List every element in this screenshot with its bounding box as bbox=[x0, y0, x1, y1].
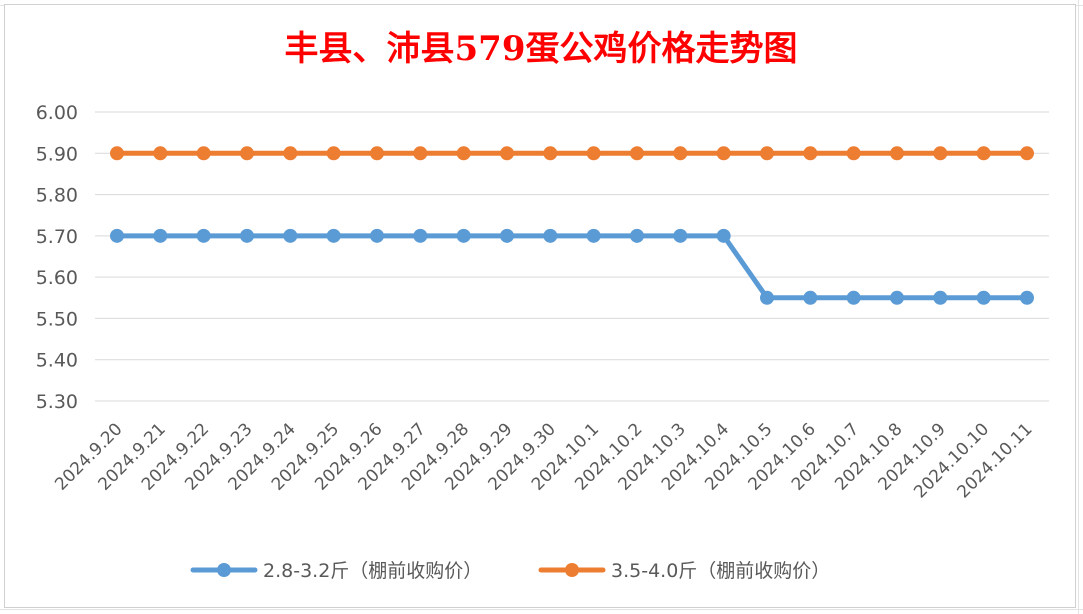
data-point[interactable] bbox=[846, 146, 861, 161]
legend-label: 3.5-4.0斤（棚前收购价） bbox=[611, 560, 830, 582]
series-1 bbox=[110, 228, 1034, 305]
data-point[interactable] bbox=[413, 228, 428, 243]
data-point[interactable] bbox=[326, 146, 341, 161]
data-point[interactable] bbox=[500, 228, 514, 243]
legend-marker bbox=[565, 563, 579, 577]
y-tick-label: 5.90 bbox=[36, 143, 78, 165]
data-point[interactable] bbox=[283, 146, 298, 161]
data-point[interactable] bbox=[196, 146, 211, 161]
data-point[interactable] bbox=[153, 146, 168, 161]
legend-item[interactable]: 3.5-4.0斤（棚前收购价） bbox=[538, 560, 830, 582]
data-point[interactable] bbox=[456, 146, 471, 161]
data-point[interactable] bbox=[1020, 290, 1034, 305]
data-point[interactable] bbox=[803, 290, 818, 305]
data-point[interactable] bbox=[933, 290, 948, 305]
data-point[interactable] bbox=[890, 146, 904, 161]
series-line bbox=[114, 233, 1030, 301]
data-point[interactable] bbox=[760, 290, 774, 305]
data-point[interactable] bbox=[413, 146, 428, 161]
data-point[interactable] bbox=[196, 228, 211, 243]
data-point[interactable] bbox=[326, 228, 341, 243]
data-point[interactable] bbox=[110, 228, 124, 243]
data-point[interactable] bbox=[673, 228, 688, 243]
x-axis-ticks: 2024.9.202024.9.212024.9.222024.9.232024… bbox=[51, 419, 1036, 502]
data-point[interactable] bbox=[370, 146, 384, 161]
chart-area[interactable] bbox=[4, 4, 1076, 608]
data-point[interactable] bbox=[760, 146, 774, 161]
data-point[interactable] bbox=[716, 146, 731, 161]
data-point[interactable] bbox=[283, 228, 298, 243]
legend-item[interactable]: 2.8-3.2斤（棚前收购价） bbox=[190, 560, 482, 582]
data-point[interactable] bbox=[976, 290, 991, 305]
data-point[interactable] bbox=[370, 228, 384, 243]
sheet-gridline bbox=[1078, 0, 1079, 614]
data-point[interactable] bbox=[933, 146, 948, 161]
data-point[interactable] bbox=[153, 228, 168, 243]
data-point[interactable] bbox=[543, 146, 558, 161]
y-tick-label: 5.60 bbox=[36, 267, 78, 289]
legend[interactable]: 2.8-3.2斤（棚前收购价） 3.5-4.0斤（棚前收购价） bbox=[190, 560, 830, 582]
data-point[interactable] bbox=[673, 146, 688, 161]
data-point[interactable] bbox=[803, 146, 818, 161]
legend-marker bbox=[217, 563, 231, 577]
data-point[interactable] bbox=[976, 146, 991, 161]
data-point[interactable] bbox=[586, 228, 601, 243]
data-point[interactable] bbox=[716, 228, 731, 243]
data-point[interactable] bbox=[543, 228, 558, 243]
data-point[interactable] bbox=[110, 146, 124, 161]
data-point[interactable] bbox=[846, 290, 861, 305]
series-2 bbox=[110, 146, 1034, 161]
y-tick-label: 5.40 bbox=[36, 350, 78, 372]
data-point[interactable] bbox=[586, 146, 601, 161]
sheet-gridline bbox=[0, 609, 1083, 610]
data-point[interactable] bbox=[240, 228, 254, 243]
y-tick-label: 5.50 bbox=[36, 308, 78, 330]
y-tick-label: 5.70 bbox=[36, 226, 78, 248]
data-point[interactable] bbox=[456, 228, 471, 243]
data-point[interactable] bbox=[890, 290, 904, 305]
data-point[interactable] bbox=[240, 146, 254, 161]
series-layer bbox=[110, 146, 1034, 305]
data-point[interactable] bbox=[500, 146, 514, 161]
data-point[interactable] bbox=[1020, 146, 1034, 161]
y-tick-label: 5.80 bbox=[36, 185, 78, 207]
y-tick-label: 6.00 bbox=[36, 102, 78, 124]
chart-title: 丰县、沛县579蛋公鸡价格走势图 bbox=[285, 29, 798, 69]
data-point[interactable] bbox=[630, 146, 644, 161]
data-point[interactable] bbox=[630, 228, 644, 243]
y-axis-ticks: 5.30 5.40 5.50 5.60 5.70 5.80 5.90 6.00 bbox=[36, 102, 78, 413]
legend-label: 2.8-3.2斤（棚前收购价） bbox=[263, 560, 482, 582]
y-tick-label: 5.30 bbox=[36, 391, 78, 413]
